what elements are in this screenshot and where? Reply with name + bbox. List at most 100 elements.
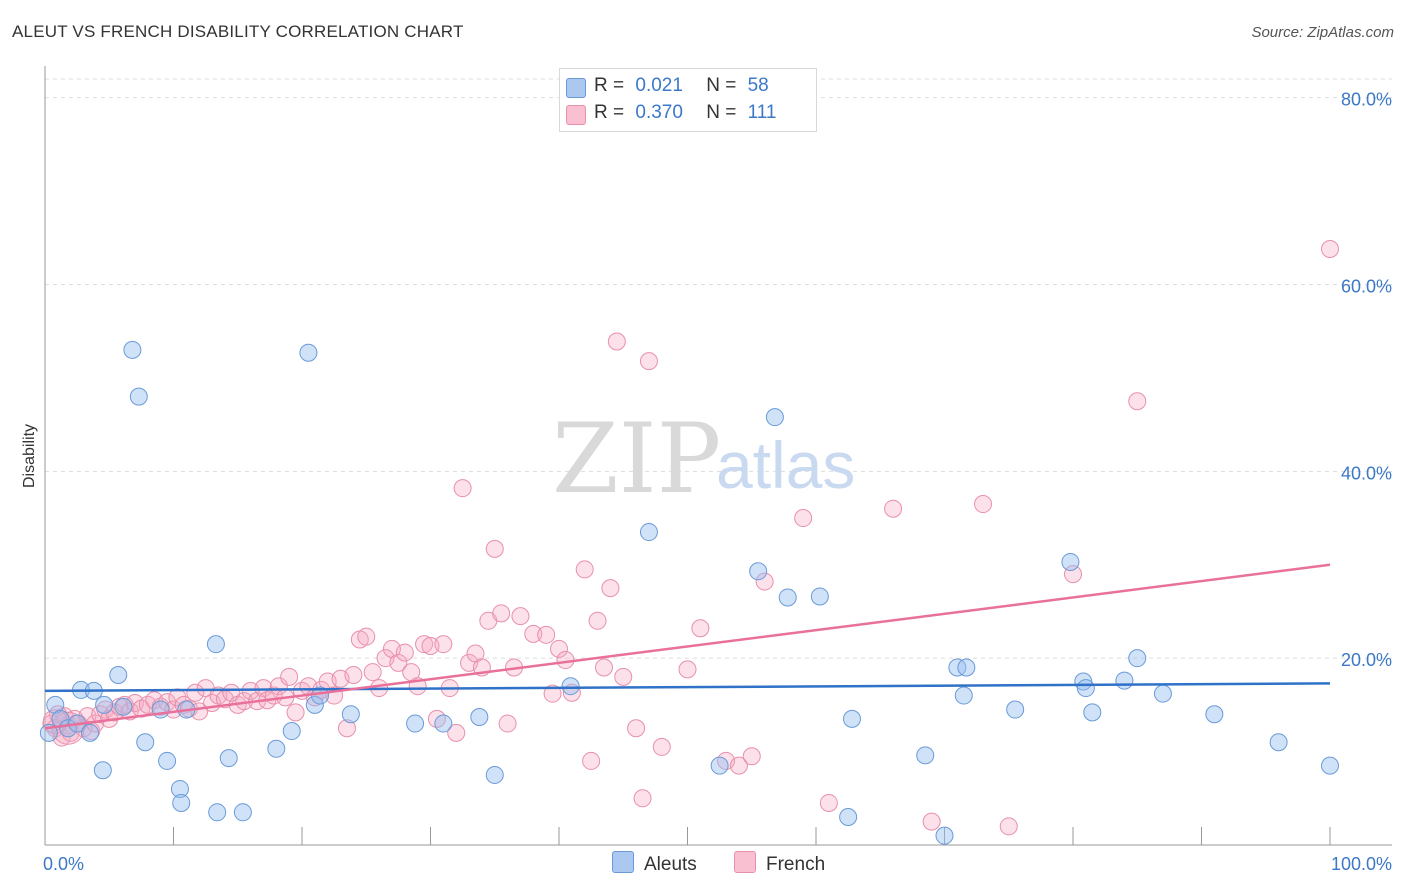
aleuts-point bbox=[129, 387, 148, 406]
aleuts-point bbox=[810, 587, 829, 606]
legend-label: French bbox=[766, 854, 826, 875]
y-axis-title: Disability bbox=[21, 424, 38, 488]
aleuts-point bbox=[561, 677, 580, 696]
aleuts-swatch bbox=[566, 78, 586, 98]
aleuts-point bbox=[434, 714, 453, 733]
aleuts-point bbox=[208, 803, 227, 822]
aleuts-point bbox=[267, 739, 286, 758]
aleuts-point bbox=[1205, 705, 1224, 724]
aleuts-point bbox=[170, 779, 189, 798]
aleuts-point bbox=[305, 695, 324, 714]
y-tick-label: 40.0% bbox=[1341, 463, 1392, 483]
aleuts-point bbox=[80, 723, 99, 742]
aleuts-point bbox=[136, 733, 155, 752]
r-label: R = bbox=[594, 75, 625, 96]
french-point bbox=[588, 611, 607, 630]
french-swatch bbox=[566, 105, 586, 125]
r-value: 0.021 bbox=[635, 75, 683, 96]
aleuts-point bbox=[93, 761, 112, 780]
french-point bbox=[254, 679, 273, 698]
french-point bbox=[755, 572, 774, 591]
aleuts-point bbox=[639, 523, 658, 542]
french-point bbox=[511, 607, 530, 626]
legend-item-french[interactable]: French bbox=[734, 851, 825, 876]
french-point bbox=[582, 751, 601, 770]
aleuts-point bbox=[282, 722, 301, 741]
r-value: 0.370 bbox=[635, 102, 683, 123]
french-point bbox=[286, 703, 305, 722]
aleuts-point bbox=[954, 686, 973, 705]
french-point bbox=[357, 627, 376, 646]
french-point bbox=[280, 667, 299, 686]
aleuts-point bbox=[957, 658, 976, 677]
french-point bbox=[594, 658, 613, 677]
french-point bbox=[678, 660, 697, 679]
aleuts-point bbox=[341, 705, 360, 724]
french-point bbox=[884, 499, 903, 518]
french-point bbox=[922, 812, 941, 831]
aleuts-point bbox=[1153, 684, 1172, 703]
french-point bbox=[999, 817, 1018, 836]
french-point bbox=[601, 579, 620, 598]
aleuts-point bbox=[109, 665, 128, 684]
x-tick-label: 0.0% bbox=[43, 854, 84, 874]
aleuts-point bbox=[158, 751, 177, 770]
french-point bbox=[1321, 240, 1339, 259]
french-point bbox=[691, 619, 710, 638]
french-point bbox=[729, 756, 748, 775]
aleuts-point bbox=[916, 746, 935, 765]
french-point bbox=[627, 719, 646, 738]
aleuts-point bbox=[46, 695, 65, 714]
aleuts-point bbox=[233, 803, 252, 822]
french-point bbox=[1128, 392, 1147, 411]
french-point bbox=[389, 653, 408, 672]
french-point bbox=[524, 624, 543, 643]
french-point bbox=[344, 665, 363, 684]
tick-labels: 20.0% 40.0% 60.0% 80.0% 0.0% 100.0% bbox=[43, 90, 1392, 874]
r-label: R = bbox=[594, 102, 625, 123]
french-point bbox=[819, 793, 838, 812]
aleuts-points bbox=[39, 340, 1339, 845]
french-point bbox=[742, 747, 761, 766]
x-tick-label: 100.0% bbox=[1331, 854, 1392, 874]
aleuts-point bbox=[1006, 700, 1025, 719]
watermark-zip: ZIP bbox=[552, 403, 721, 515]
stats-row-aleuts: R = 0.021 N = 58 bbox=[566, 75, 769, 99]
french-point bbox=[633, 789, 652, 808]
french-point bbox=[607, 332, 626, 351]
aleuts-point bbox=[935, 826, 954, 845]
aleuts-point bbox=[39, 723, 58, 742]
aleuts-point bbox=[765, 408, 784, 427]
french-point bbox=[492, 604, 511, 623]
y-tick-label: 60.0% bbox=[1341, 277, 1392, 297]
aleuts-legend-swatch bbox=[612, 851, 634, 873]
aleuts-point bbox=[1128, 649, 1147, 668]
y-tick-label: 20.0% bbox=[1341, 650, 1392, 670]
aleuts-point bbox=[710, 756, 729, 775]
french-point bbox=[537, 625, 556, 644]
stats-row-french: R = 0.370 N = 111 bbox=[566, 102, 777, 126]
french-point bbox=[434, 635, 453, 654]
french-point bbox=[447, 723, 466, 742]
french-point bbox=[105, 703, 124, 722]
french-legend-swatch bbox=[734, 851, 756, 873]
french-points bbox=[42, 240, 1339, 836]
legend-item-aleuts[interactable]: Aleuts bbox=[612, 851, 697, 876]
aleuts-point bbox=[749, 562, 768, 581]
aleuts-point bbox=[123, 340, 142, 359]
legend-label: Aleuts bbox=[644, 854, 697, 875]
aleuts-point bbox=[114, 697, 133, 716]
aleuts-point bbox=[206, 635, 225, 654]
n-value: 111 bbox=[747, 102, 777, 123]
french-point bbox=[575, 560, 594, 579]
trend-lines bbox=[44, 563, 1331, 730]
aleuts-point bbox=[1076, 679, 1095, 698]
french-point bbox=[974, 495, 993, 514]
aleuts-point bbox=[842, 709, 861, 728]
french-point bbox=[794, 509, 813, 528]
chart-title: ALEUT VS FRENCH DISABILITY CORRELATION C… bbox=[12, 22, 464, 41]
aleuts-point bbox=[406, 714, 425, 733]
watermark-atlas: atlas bbox=[716, 428, 855, 502]
french-point bbox=[453, 479, 472, 498]
